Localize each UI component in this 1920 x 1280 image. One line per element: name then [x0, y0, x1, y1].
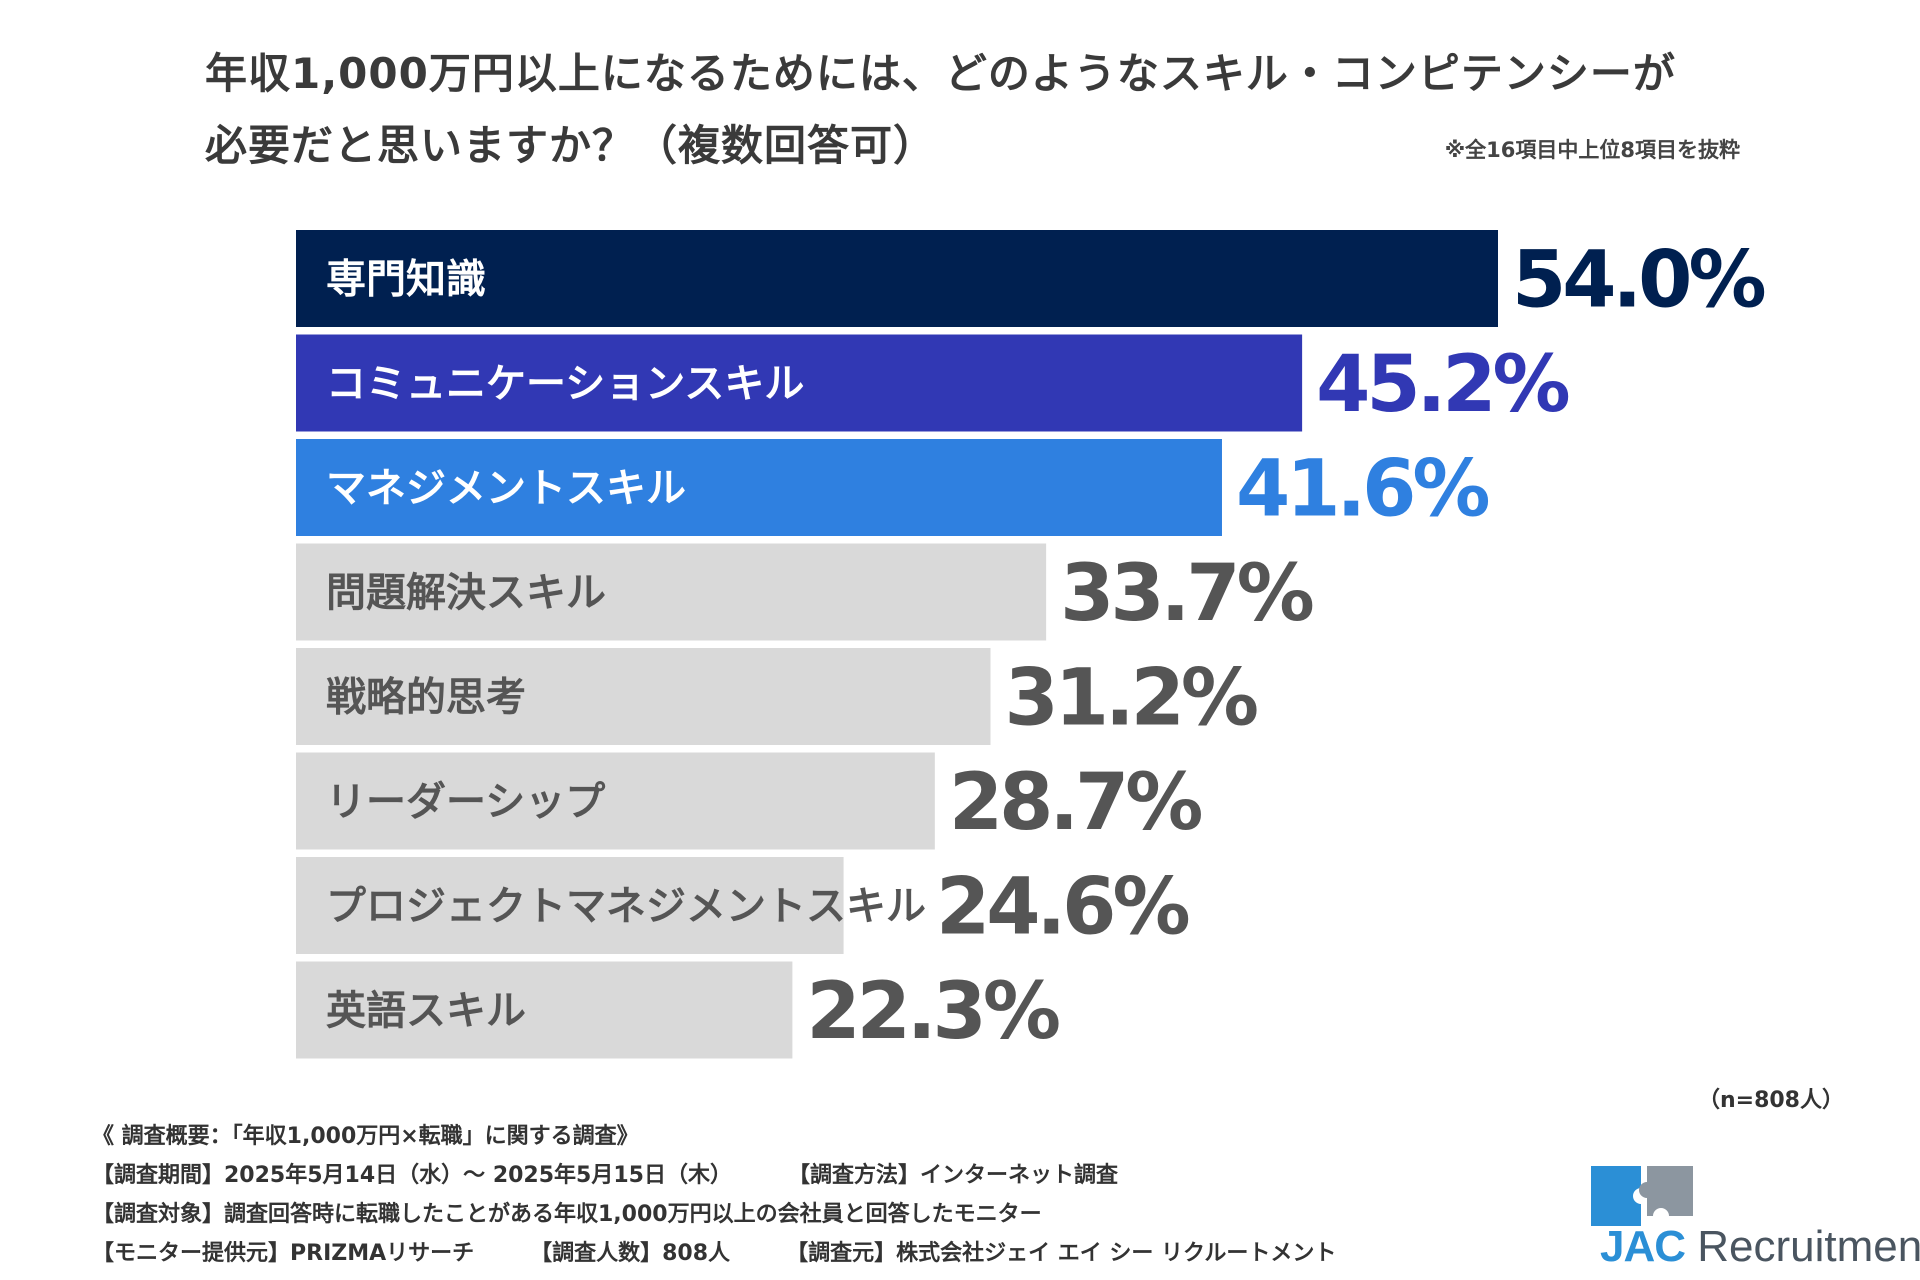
jac-logo-text: JAC Recruitment [1600, 1222, 1920, 1272]
sample-size-note: （n=808人） [1697, 1088, 1844, 1113]
bar-label-4: 問題解決スキル [326, 570, 606, 616]
chart-title: 年収1,000万円以上になるためには、どのようなスキル・コンピテンシーが 必要だ… [205, 38, 1765, 182]
survey-summary: 《 調査概要：「年収1,000万円×転職」に関する調査》 [92, 1124, 639, 1149]
bar-label-5: 戦略的思考 [326, 675, 526, 721]
bar-6 [296, 752, 935, 850]
bar-chart: 専門知識 54.0% コミュニケーションスキル 45.2% マネジメントスキル 41.6%… [296, 230, 1768, 1059]
bar-value-1: 54.0% [1512, 236, 1764, 326]
bar-value-2: 45.2% [1316, 340, 1568, 430]
bar-value-3: 41.6% [1236, 445, 1488, 535]
bar-label-7: プロジェクトマネジメントスキル [326, 884, 926, 930]
bar-1 [296, 230, 1498, 327]
bar-7 [296, 857, 844, 954]
bar-value-6: 28.7% [949, 758, 1201, 848]
bar-4 [296, 543, 1047, 641]
bar-value-4: 33.7% [1060, 549, 1312, 639]
survey-source: 【調査元】株式会社ジェイ エイ シー リクルートメント [786, 1241, 1337, 1266]
survey-count: 【調査人数】808人 [530, 1241, 731, 1266]
survey-footer: 《 調査概要：「年収1,000万円×転職」に関する調査》 【調査期間】2025年… [92, 1117, 1492, 1273]
logo-recruitment: Recruitment [1697, 1222, 1920, 1271]
bar-label-8: 英語スキル [326, 988, 526, 1034]
bar-value-5: 31.2% [1004, 654, 1256, 744]
survey-provider: 【モニター提供元】PRIZMAリサーチ [92, 1241, 475, 1266]
bar-label-2: コミュニケーションスキル [326, 361, 804, 407]
jac-logo-icon [1591, 1166, 1693, 1226]
bar-label-3: マネジメントスキル [326, 466, 686, 512]
bar-value-8: 22.3% [806, 967, 1058, 1057]
bar-3 [296, 439, 1222, 536]
bar-8 [296, 961, 793, 1059]
bar-5 [296, 648, 991, 745]
excerpt-note: ※全16項目中上位8項目を抜粋 [1444, 138, 1740, 162]
survey-method: 【調査方法】インターネット調査 [787, 1163, 1118, 1188]
logo-jac: JAC [1600, 1222, 1686, 1271]
bar-label-6: リーダーシップ [326, 779, 605, 825]
survey-target: 【調査対象】調査回答時に転職したことがある年収1,000万円以上の会社員と回答し… [92, 1202, 1042, 1227]
bar-value-7: 24.6% [936, 863, 1188, 953]
bar-2 [296, 334, 1303, 432]
chart-title-line-1: 年収1,000万円以上になるためには、どのようなスキル・コンピテンシーが [205, 49, 1676, 98]
bar-label-1: 専門知識 [326, 257, 486, 303]
survey-period: 【調査期間】2025年5月14日（水）～ 2025年5月15日（木） [92, 1163, 732, 1188]
chart-title-line-2: 必要だと思いますか？（複数回答可） [205, 121, 937, 170]
